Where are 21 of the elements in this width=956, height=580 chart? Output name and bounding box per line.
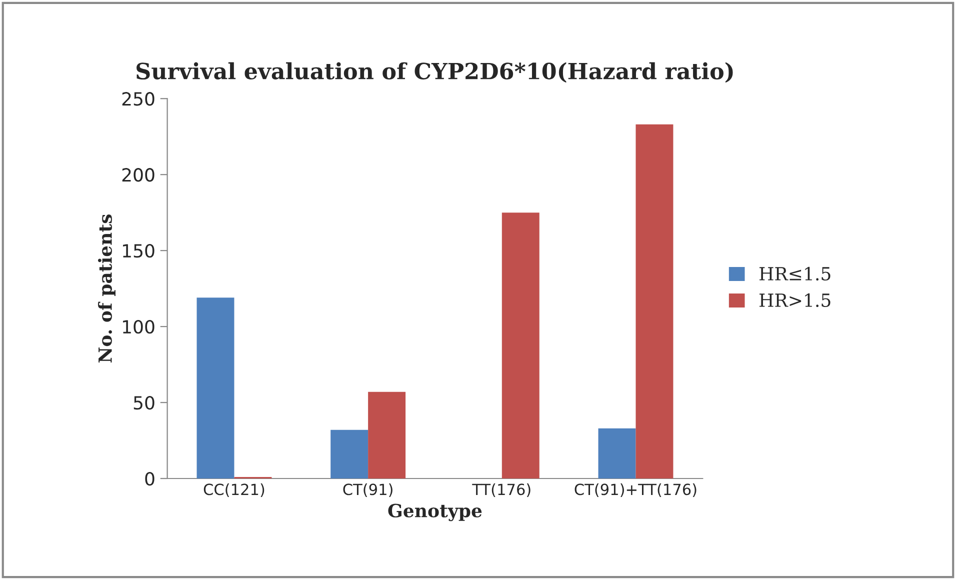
legend-label: HR>1.5 (760, 293, 830, 308)
x-tick-label: TT(176) (472, 483, 530, 497)
x-tick-label: CC(121) (204, 483, 264, 497)
chart-title: Survival evaluation of CYP2D6*10(Hazard ratio) (136, 62, 733, 83)
x-tick-label: CT(91)+TT(176) (574, 483, 696, 497)
bar (330, 430, 368, 478)
bar (196, 298, 234, 478)
bar (598, 428, 636, 478)
bar (636, 124, 674, 478)
bar (368, 392, 406, 478)
legend-label: HR≤1.5 (760, 266, 830, 281)
x-tick-label: CT(91) (343, 483, 392, 497)
bar (502, 212, 540, 478)
y-tick-label: 50 (134, 396, 154, 410)
y-tick-label: 250 (122, 92, 154, 106)
y-tick-label: 100 (123, 320, 154, 334)
y-tick-label: 0 (145, 472, 154, 486)
y-axis-title: No. of patients (98, 214, 116, 363)
y-tick-label: 150 (123, 244, 154, 258)
x-axis-title: Genotype (388, 504, 482, 522)
y-tick-label: 200 (122, 168, 154, 182)
